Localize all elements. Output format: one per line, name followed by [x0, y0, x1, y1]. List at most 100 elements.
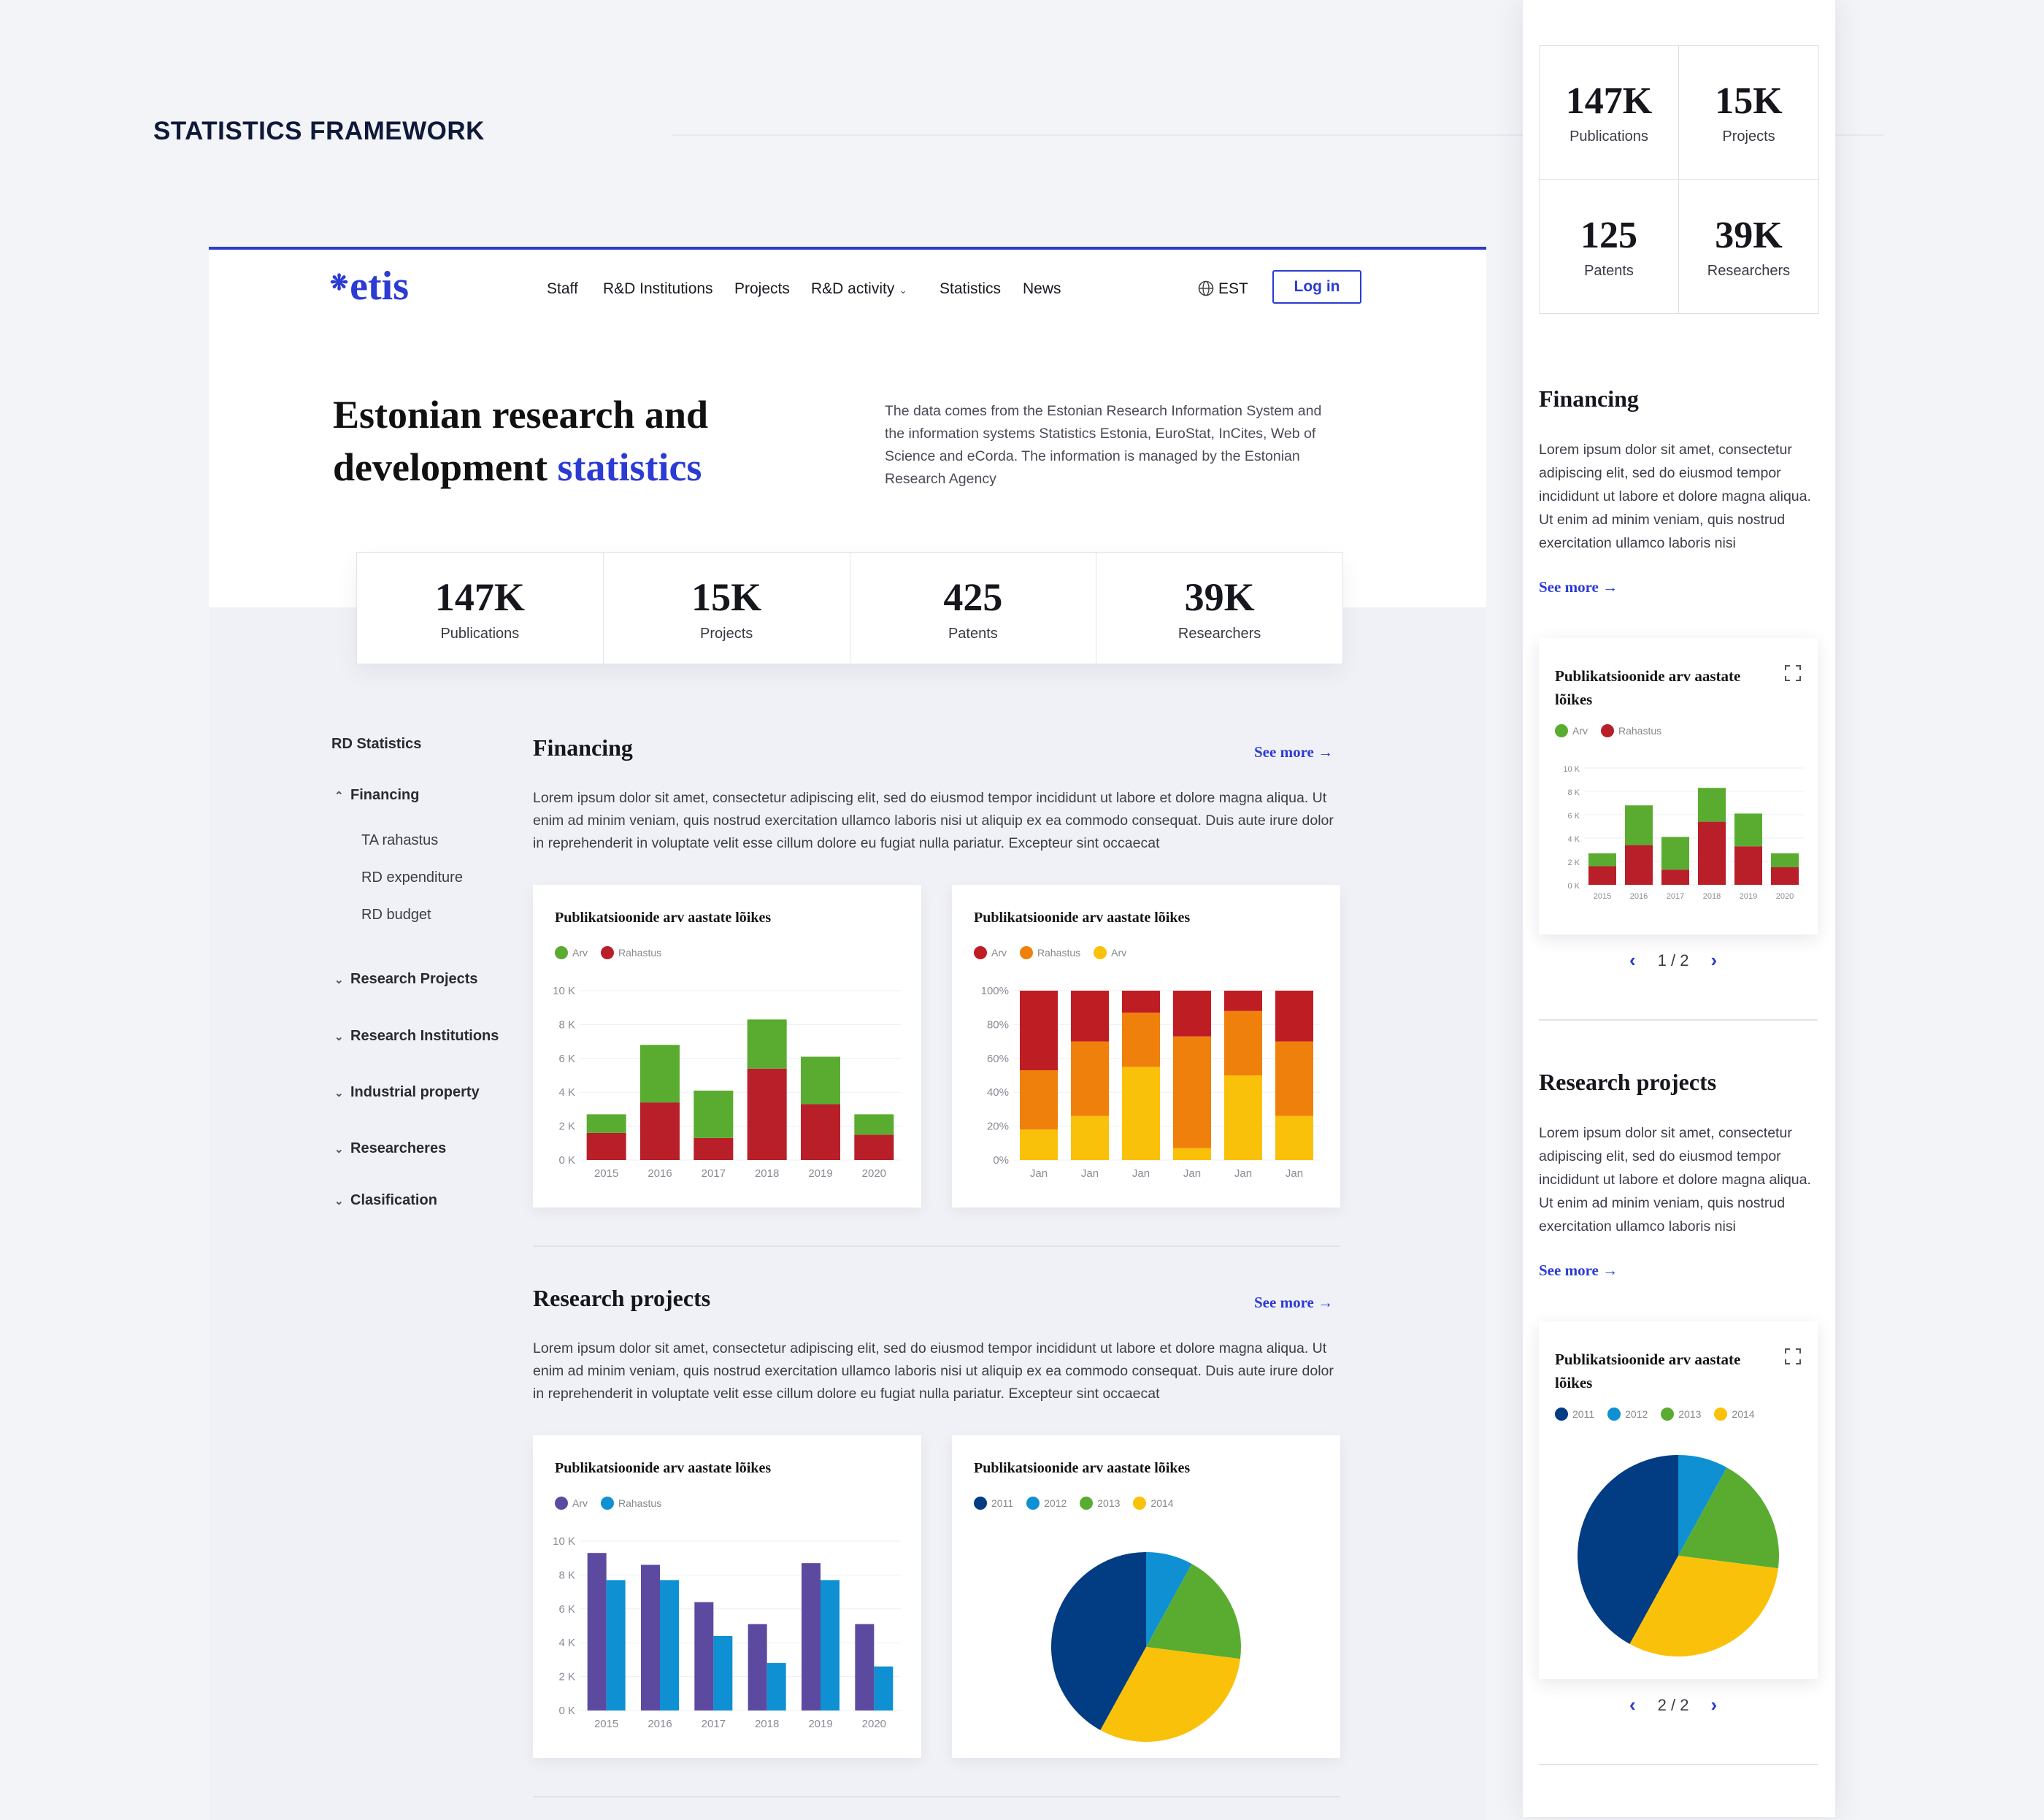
bar-segment — [1173, 991, 1211, 1037]
y-tick-label: 2 K — [558, 1671, 575, 1683]
nav-rd-institutions[interactable]: R&D Institutions — [603, 280, 713, 297]
stat-value: 425 — [943, 575, 1003, 619]
bar-segment — [1020, 1129, 1058, 1160]
see-more-link[interactable]: See more → — [1539, 578, 1618, 596]
stat-patents: 125 Patents — [1540, 180, 1679, 313]
section-divider — [1539, 1764, 1818, 1765]
sidebar-item-financing[interactable]: ⌃ Financing — [334, 787, 419, 804]
sidebar-item-industrial-property[interactable]: ⌄ Industrial property — [334, 1084, 480, 1101]
stat-label: Patents — [948, 625, 998, 642]
see-more-link[interactable]: See more → — [1254, 743, 1333, 761]
chart-pager: ‹ 2 / 2 › — [1629, 1694, 1717, 1716]
hero-background — [209, 250, 1486, 607]
bar-segment — [801, 1056, 840, 1105]
login-button[interactable]: Log in — [1272, 270, 1361, 304]
sidebar-item-research-projects[interactable]: ⌄ Research Projects — [334, 971, 478, 988]
globe-icon — [1198, 280, 1214, 296]
chevron-down-icon: ⌄ — [899, 284, 907, 296]
pie-slice — [1146, 1552, 1192, 1647]
y-tick-label: 80% — [987, 1018, 1009, 1031]
bar-segment — [1771, 853, 1799, 867]
etis-logo[interactable]: ❋etis — [330, 263, 409, 310]
bar-segment — [1588, 853, 1616, 867]
bar-segment — [801, 1104, 840, 1160]
hero-title-text: Estonian research and development — [333, 393, 709, 489]
chevron-down-icon: ⌄ — [334, 1087, 344, 1099]
y-tick-label: 20% — [987, 1121, 1009, 1133]
y-tick-label: 8 K — [558, 1569, 575, 1581]
nav-projects[interactable]: Projects — [734, 280, 790, 297]
chevron-right-icon[interactable]: › — [1710, 949, 1718, 971]
x-tick-label: 2016 — [1630, 892, 1648, 901]
arrow-right-icon: → — [1318, 1294, 1334, 1311]
bar — [821, 1580, 840, 1710]
mobile-section-title-research-projects: Research projects — [1539, 1069, 1717, 1095]
legend-label: 2013 — [1097, 1497, 1121, 1509]
stat-projects: 15K Projects — [604, 553, 850, 664]
pie-slice — [1678, 1467, 1779, 1569]
bar-segment — [1224, 1010, 1262, 1075]
legend-label: Arv — [572, 947, 588, 959]
bar-segment — [747, 1019, 787, 1069]
legend-dot — [1714, 1408, 1728, 1421]
bar-segment — [1224, 991, 1262, 1011]
nav-staff[interactable]: Staff — [547, 280, 578, 297]
legend-item: Arv — [555, 946, 588, 959]
x-tick-label: 2016 — [648, 1718, 672, 1730]
bar-segment — [694, 1090, 734, 1138]
bar-segment — [1661, 837, 1689, 870]
expand-icon[interactable] — [1784, 1348, 1802, 1365]
see-more-link[interactable]: See more → — [1539, 1262, 1618, 1280]
bar-segment — [1698, 821, 1726, 885]
bar — [874, 1666, 894, 1710]
chevron-left-icon[interactable]: ‹ — [1629, 949, 1636, 971]
sidebar-subitem-rd-expenditure[interactable]: RD expenditure — [361, 869, 463, 886]
legend-label: Arv — [572, 1497, 588, 1509]
chart-title: Publikatsioonide arv aastate lõikes — [1555, 667, 1741, 708]
legend-dot — [1133, 1497, 1147, 1510]
sidebar-item-label: Industrial property — [350, 1084, 480, 1100]
arrow-right-icon: → — [1602, 1262, 1618, 1279]
stat-label: Projects — [700, 625, 753, 642]
see-more-label: See more — [1539, 1262, 1599, 1279]
legend-label: 2013 — [1678, 1408, 1702, 1420]
bar-segment — [1734, 813, 1762, 847]
mobile-section-text: Lorem ipsum dolor sit amet, consectetur … — [1539, 442, 1811, 551]
nav-rd-activity[interactable]: R&D activity ⌄ — [811, 280, 907, 298]
x-tick-label: 2017 — [702, 1167, 726, 1180]
bar — [802, 1563, 821, 1710]
logo-text: etis — [350, 264, 409, 309]
sidebar-item-research-institutions[interactable]: ⌄ Research Institutions — [334, 1028, 499, 1045]
sidebar-item-label: Clasification — [350, 1192, 437, 1208]
expand-icon[interactable] — [1784, 664, 1802, 682]
language-switcher[interactable]: EST — [1198, 280, 1248, 298]
nav-news[interactable]: News — [1023, 280, 1061, 297]
hero-title: Estonian research and development statis… — [333, 388, 771, 494]
sidebar-item-clasification[interactable]: ⌄ Clasification — [334, 1192, 437, 1209]
chart-title: Publikatsioonide arv aastate lõikes — [974, 1460, 1191, 1476]
x-tick-label: 2020 — [862, 1718, 886, 1730]
chart-title: Publikatsioonide arv aastate lõikes — [974, 910, 1191, 926]
sidebar-subitem-ta-rahastus[interactable]: TA rahastus — [361, 832, 439, 848]
chevron-left-icon[interactable]: ‹ — [1629, 1694, 1636, 1716]
stat-label: Publications — [440, 625, 520, 642]
stat-label: Publications — [1570, 128, 1648, 145]
section-divider — [533, 1796, 1340, 1797]
sidebar-subitem-rd-budget[interactable]: RD budget — [361, 907, 431, 923]
see-more-label: See more — [1539, 578, 1599, 596]
chart-title: Publikatsioonide arv aastate lõikes — [555, 910, 772, 926]
bar-segment — [1173, 1148, 1211, 1160]
y-tick-label: 0 K — [558, 1705, 575, 1717]
nav-statistics[interactable]: Statistics — [940, 280, 1002, 297]
sidebar-item-label: Researcheres — [350, 1140, 447, 1156]
see-more-link[interactable]: See more → — [1254, 1294, 1333, 1312]
x-tick-label: 2020 — [862, 1167, 886, 1180]
bar-segment — [854, 1114, 894, 1135]
sidebar-item-researchers[interactable]: ⌄ Researcheres — [334, 1140, 446, 1157]
y-tick-label: 10 K — [553, 985, 575, 997]
legend-item: Rahastus — [601, 946, 661, 959]
bar-segment — [1625, 805, 1653, 845]
x-tick-label: 2015 — [1594, 892, 1611, 901]
chevron-right-icon[interactable]: › — [1710, 1694, 1718, 1716]
bar-segment — [1275, 991, 1313, 1042]
